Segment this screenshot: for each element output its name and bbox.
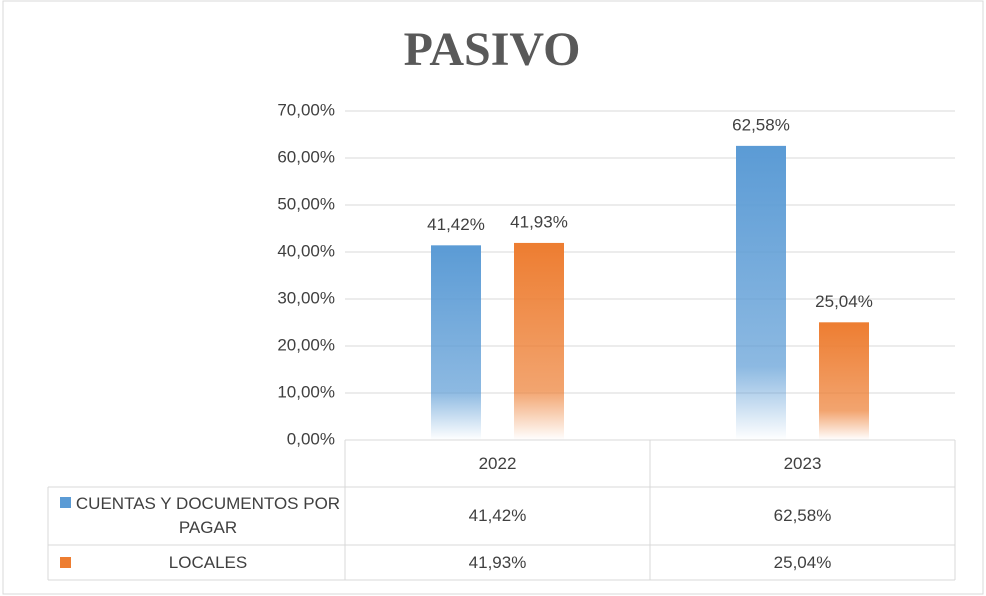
category-label: 2022 xyxy=(478,453,517,473)
legend-label: LOCALES xyxy=(168,552,248,572)
table-value: 41,42% xyxy=(468,506,527,525)
data-label: 25,04% xyxy=(815,292,873,311)
data-label: 41,42% xyxy=(427,215,485,234)
y-tick-label: 50,00% xyxy=(277,194,335,213)
category-label: 2023 xyxy=(783,453,822,473)
y-tick-label: 10,00% xyxy=(277,382,335,401)
bar xyxy=(431,245,481,440)
data-label: 41,93% xyxy=(510,212,568,231)
legend-label: CUENTAS Y DOCUMENTOS POR PAGAR xyxy=(75,494,341,537)
data-label: 62,58% xyxy=(732,115,790,134)
chart-title: PASIVO xyxy=(404,23,581,76)
table-value: 41,93% xyxy=(468,552,527,572)
y-tick-label: 70,00% xyxy=(277,100,335,119)
legend-key xyxy=(60,497,71,508)
bar xyxy=(819,322,869,440)
bar xyxy=(514,242,564,440)
bar xyxy=(736,145,786,440)
y-tick-label: 60,00% xyxy=(277,147,335,166)
y-tick-label: 20,00% xyxy=(277,335,335,354)
y-tick-label: 0,00% xyxy=(287,429,335,448)
y-tick-label: 40,00% xyxy=(277,241,335,260)
table-value: 62,58% xyxy=(773,506,832,525)
table-value: 25,04% xyxy=(773,552,832,572)
y-tick-label: 30,00% xyxy=(277,288,335,307)
legend-key xyxy=(60,556,71,568)
